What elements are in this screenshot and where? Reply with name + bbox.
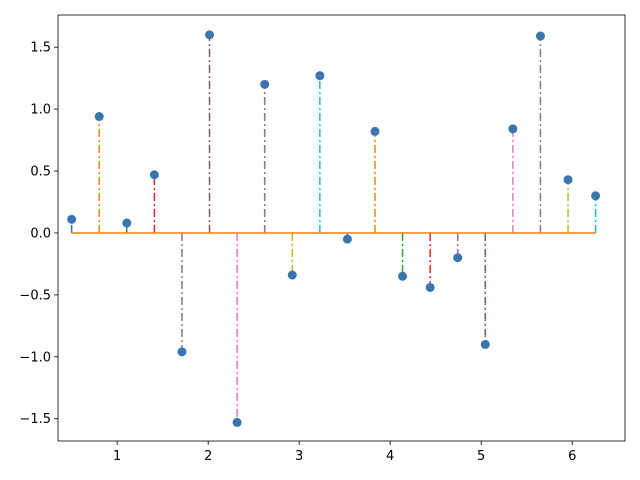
y-axis: −1.5 −1.0 −0.5 0.0 0.5 1.0 1.5 xyxy=(19,41,58,427)
y-tick-label: −0.5 xyxy=(19,288,51,303)
y-tick-label: 1.0 xyxy=(30,103,51,118)
stem-marker xyxy=(425,282,435,292)
stem-marker xyxy=(94,112,104,122)
stem-marker xyxy=(398,271,408,281)
y-tick-label: 1.5 xyxy=(30,41,51,56)
x-tick-label: 1 xyxy=(113,449,121,464)
x-tick-label: 5 xyxy=(477,449,485,464)
stem-marker xyxy=(122,218,132,228)
x-tick-label: 4 xyxy=(386,449,394,464)
stem-marker xyxy=(149,170,159,180)
y-tick-label: −1.0 xyxy=(19,350,51,365)
y-tick-label: −1.5 xyxy=(19,412,51,427)
stem-marker xyxy=(563,175,573,185)
stems-layer xyxy=(70,34,597,423)
stem-marker xyxy=(480,339,490,349)
stem-marker xyxy=(370,126,380,136)
stem-marker xyxy=(232,417,242,427)
x-tick-label: 2 xyxy=(204,449,212,464)
stem-marker xyxy=(67,214,77,224)
x-tick-label: 6 xyxy=(568,449,576,464)
stem-marker xyxy=(177,347,187,357)
y-tick-label: 0.5 xyxy=(30,165,51,180)
stem-marker xyxy=(287,270,297,280)
stem-marker xyxy=(260,79,270,89)
stem-marker xyxy=(205,30,215,40)
x-tick-label: 3 xyxy=(295,449,303,464)
stem-marker xyxy=(535,31,545,41)
plot-frame xyxy=(57,14,626,442)
stem-marker xyxy=(315,71,325,81)
stem-marker xyxy=(591,191,601,201)
stem-marker xyxy=(342,234,352,244)
x-axis: 1 2 3 4 5 6 xyxy=(113,441,576,464)
markers-layer xyxy=(67,30,601,427)
y-tick-label: 0.0 xyxy=(30,226,51,241)
stem-marker xyxy=(508,124,518,134)
stem-marker xyxy=(453,253,463,263)
